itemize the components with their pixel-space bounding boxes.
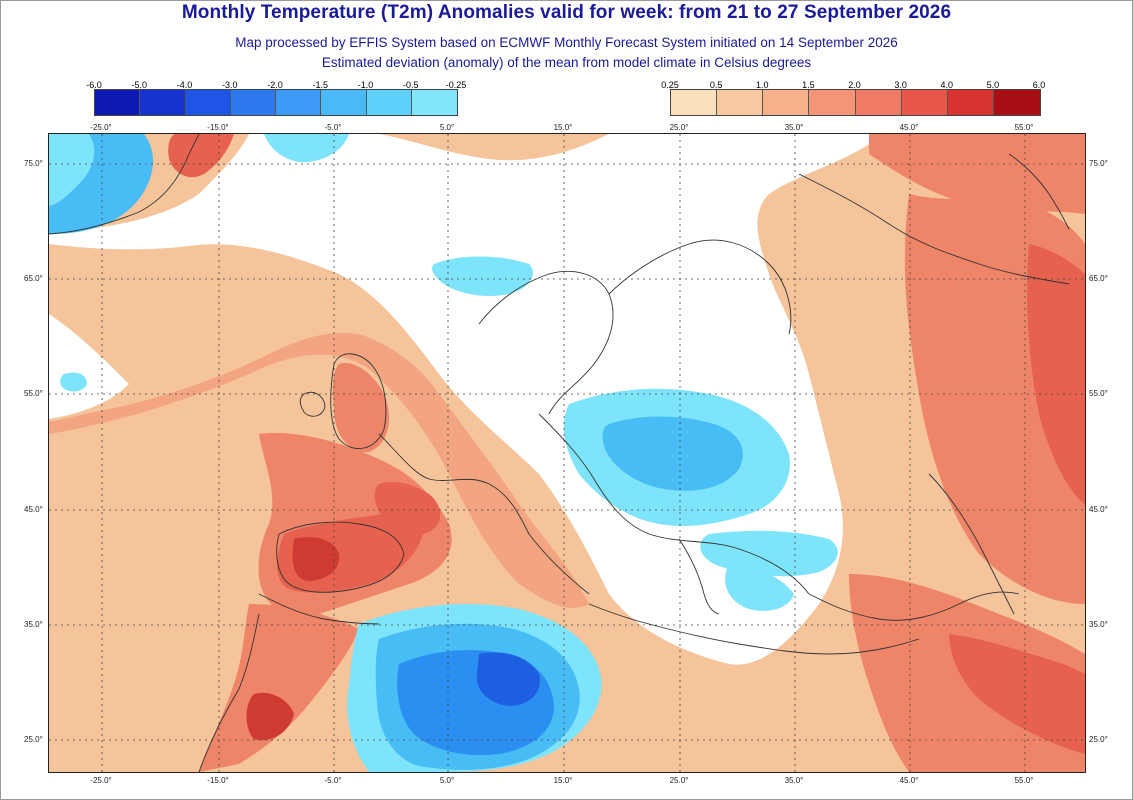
lon-label-top: 5.0° <box>439 123 455 132</box>
cool-area-eastern-europe-core <box>602 416 743 491</box>
lat-label-left: 35.0° <box>24 620 43 629</box>
legend-swatch <box>230 90 276 115</box>
lat-label-left: 25.0° <box>24 735 43 744</box>
legend-tick-label: 5.0 <box>986 80 1000 90</box>
anomaly-map <box>48 133 1086 773</box>
lon-label-bottom: 45.0° <box>899 776 919 785</box>
anomaly-map-canvas <box>49 134 1085 772</box>
legend-swatch <box>947 90 994 115</box>
lon-label-bottom: 15.0° <box>553 776 573 785</box>
lon-label-bottom: -25.0° <box>90 776 112 785</box>
lon-label-bottom: 25.0° <box>669 776 689 785</box>
warm-area-morocco <box>199 604 359 772</box>
legend-tick-label: 3.0 <box>894 80 907 90</box>
legend-tick-label: -1.0 <box>357 80 374 90</box>
legend-colorbar-positive <box>670 89 1041 116</box>
warm-area-iberia-hot <box>292 537 340 582</box>
legend-tick-label: -2.0 <box>267 80 283 90</box>
lat-label-right: 45.0° <box>1089 505 1108 514</box>
legend-swatch <box>366 90 412 115</box>
graticule <box>49 134 1085 772</box>
cool-area-greenland-edge <box>49 134 95 206</box>
legend-swatch <box>809 90 856 115</box>
legend-swatch <box>185 90 231 115</box>
warm-area-arabia <box>949 634 1085 754</box>
lon-label-top: 25.0° <box>669 123 689 132</box>
legend-swatch <box>321 90 367 115</box>
lat-label-right: 25.0° <box>1089 735 1108 744</box>
legend-colorbar-negative <box>94 89 458 116</box>
legend-swatch <box>855 90 902 115</box>
legend-tick-label: 6.0 <box>1032 80 1046 90</box>
lon-label-top: 15.0° <box>553 123 573 132</box>
map-subtitle-processing: Map processed by EFFIS System based on E… <box>235 35 898 50</box>
lon-label-bottom: -15.0° <box>207 776 229 785</box>
lon-label-top: -5.0° <box>324 123 342 132</box>
legend-tick-label: 2.0 <box>848 80 861 90</box>
legend-swatch <box>276 90 322 115</box>
lat-label-right: 35.0° <box>1089 620 1108 629</box>
warm-area-urals <box>1027 244 1085 504</box>
lon-label-top: 55.0° <box>1014 123 1034 132</box>
lon-label-bottom: -5.0° <box>324 776 342 785</box>
legend-tick-label: -5.0 <box>131 80 148 90</box>
neutral-area-west <box>49 314 129 419</box>
legend-tick-label: -0.5 <box>402 80 419 90</box>
legend-tick-label: -3.0 <box>221 80 238 90</box>
legend-tick-label: 1.5 <box>802 80 815 90</box>
lat-label-right: 55.0° <box>1089 389 1108 398</box>
legend-swatch <box>901 90 948 115</box>
warm-area-greenland-sea <box>168 134 234 178</box>
cool-area-scandinavia <box>432 256 533 296</box>
warm-area-western-europe <box>49 332 589 608</box>
legend-tick-label: -4.0 <box>176 80 193 90</box>
coastline-lines <box>49 134 1070 772</box>
legend-tick-label: -0.25 <box>445 80 467 90</box>
cool-area-anatolia <box>725 564 794 611</box>
lat-label-left: 55.0° <box>24 389 43 398</box>
lat-label-right: 65.0° <box>1089 274 1108 283</box>
warm-area-morocco-hot <box>246 692 294 741</box>
legend-swatch <box>993 90 1040 115</box>
lon-label-bottom: 55.0° <box>1014 776 1034 785</box>
legend-tick-label: 0.25 <box>661 80 679 90</box>
lon-label-top: 35.0° <box>784 123 804 132</box>
cool-area-north-sea <box>60 372 87 392</box>
lon-label-bottom: 5.0° <box>439 776 455 785</box>
warm-area-britain <box>332 363 389 453</box>
lon-label-top: -15.0° <box>207 123 229 132</box>
neutral-area-north-atlantic <box>49 134 869 665</box>
legend-tick-label: -6.0 <box>86 80 102 90</box>
lat-label-left: 75.0° <box>24 159 43 168</box>
lat-label-left: 65.0° <box>24 274 43 283</box>
legend-swatch <box>717 90 764 115</box>
lon-label-top: -25.0° <box>90 123 112 132</box>
lat-label-right: 75.0° <box>1089 159 1108 168</box>
cool-area-svalbard <box>264 134 349 163</box>
legend-swatch <box>411 90 457 115</box>
map-title: Monthly Temperature (T2m) Anomalies vali… <box>181 2 952 23</box>
lon-label-bottom: 35.0° <box>784 776 804 785</box>
lat-label-left: 45.0° <box>24 505 43 514</box>
legend-swatch <box>95 90 141 115</box>
legend-tick-label: 4.0 <box>940 80 954 90</box>
legend-swatch <box>763 90 810 115</box>
legend-swatch <box>671 90 718 115</box>
warm-area-far-north <box>869 134 1085 214</box>
lon-label-top: 45.0° <box>899 123 919 132</box>
legend-swatch <box>140 90 186 115</box>
map-subtitle-units: Estimated deviation (anomaly) of the mea… <box>321 55 812 70</box>
legend-tick-label: 1.0 <box>755 80 769 90</box>
cool-area-sahara-core <box>476 652 540 706</box>
legend-tick-label: -1.5 <box>312 80 329 90</box>
warm-area-france-hot <box>374 482 441 536</box>
legend-tick-label: 0.5 <box>709 80 723 90</box>
